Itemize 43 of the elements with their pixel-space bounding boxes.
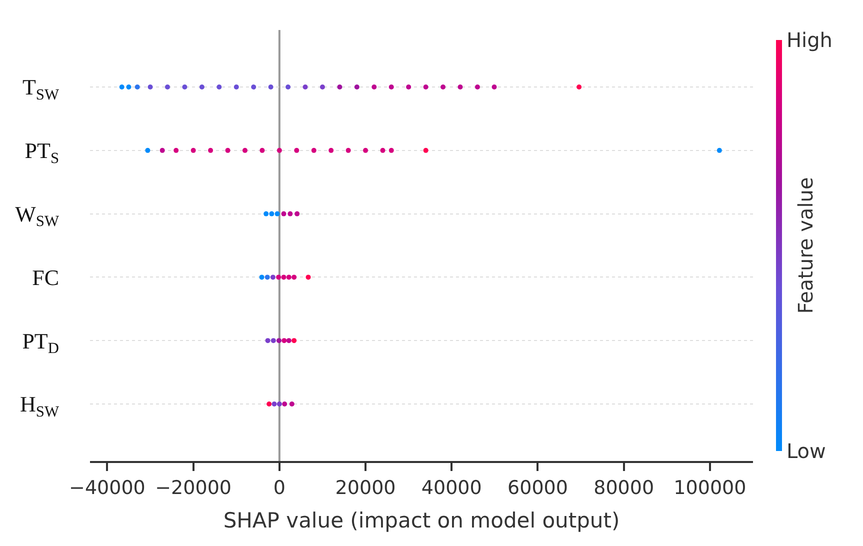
point xyxy=(440,84,446,90)
x-axis-title: SHAP value (impact on model output) xyxy=(223,508,620,532)
point xyxy=(264,274,270,280)
point xyxy=(282,338,287,344)
point xyxy=(288,211,293,216)
point xyxy=(119,84,124,90)
x-tick-label: −20000 xyxy=(155,476,232,499)
point xyxy=(289,401,294,406)
x-tick-label: −40000 xyxy=(69,476,146,499)
x-tick-label: 0 xyxy=(273,476,286,499)
y-tick-label: FC xyxy=(32,264,59,290)
y-tick-label: T$_{SW}$ xyxy=(22,74,60,104)
point xyxy=(576,84,582,90)
point xyxy=(145,148,150,153)
point xyxy=(276,274,282,280)
color-bar-label: High xyxy=(786,28,832,52)
point xyxy=(406,84,412,90)
y-tick-label: PT$_{D}$ xyxy=(22,328,59,357)
y-tick-label: PT$_{S}$ xyxy=(24,138,59,167)
x-tick-label: 100000 xyxy=(674,476,746,499)
point xyxy=(225,148,230,153)
point xyxy=(259,274,264,280)
point xyxy=(458,84,463,90)
x-tick-label: 80000 xyxy=(594,476,654,499)
color-bar-title: Feature value xyxy=(793,177,818,314)
point xyxy=(242,148,248,153)
point xyxy=(286,274,292,280)
x-tick-label: 60000 xyxy=(508,476,568,499)
point xyxy=(292,274,297,280)
point xyxy=(423,84,428,90)
point xyxy=(270,274,276,280)
point xyxy=(264,211,269,216)
point xyxy=(286,338,292,344)
color-bar-label: Low xyxy=(786,439,826,463)
point xyxy=(492,84,497,90)
point xyxy=(276,401,282,406)
point xyxy=(474,84,480,90)
x-tick-label: 20000 xyxy=(335,476,396,499)
point xyxy=(134,84,140,90)
y-tick-label: H$_{SW}$ xyxy=(20,392,60,420)
point xyxy=(190,148,196,153)
x-tick-label: 40000 xyxy=(421,476,482,499)
y-tick-label: W$_{SW}$ xyxy=(15,202,60,230)
